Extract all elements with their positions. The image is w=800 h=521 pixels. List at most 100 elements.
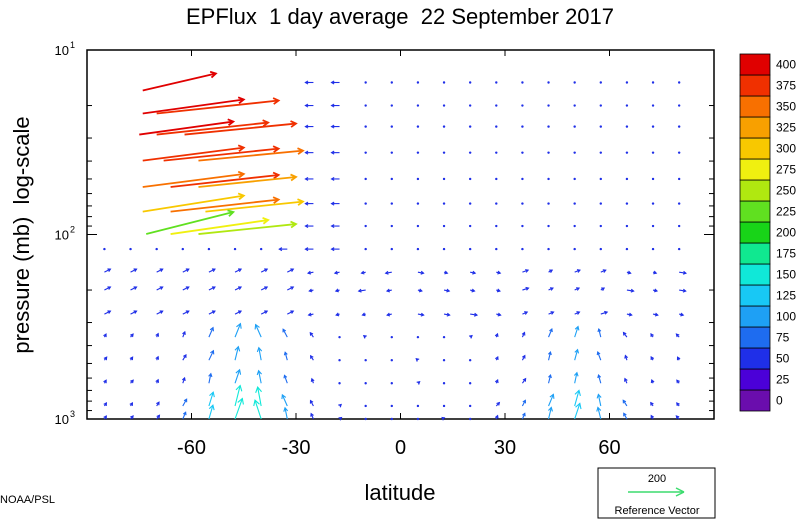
flux-vector <box>361 312 366 317</box>
flux-vector <box>547 81 550 84</box>
colorbar-label: 275 <box>776 163 796 177</box>
flux-vector <box>182 310 190 315</box>
flux-vector <box>330 150 340 155</box>
flux-vector <box>390 151 393 154</box>
colorbar-label: 225 <box>776 205 796 219</box>
flux-vector <box>599 104 602 107</box>
flux-vector <box>573 247 576 251</box>
flux-vector <box>625 125 629 128</box>
colorbar-label: 0 <box>776 394 783 408</box>
flux-vector <box>494 378 499 384</box>
flux-vector <box>304 224 314 229</box>
flux-vector <box>651 202 655 205</box>
flux-vector <box>283 351 288 361</box>
flux-vector <box>208 268 216 273</box>
flux-vector <box>599 247 602 251</box>
flux-vector <box>416 151 420 154</box>
flux-vector <box>573 81 576 84</box>
colorbar-label: 300 <box>776 142 796 156</box>
strong-flux-vector <box>205 198 305 213</box>
flux-vector <box>234 286 243 291</box>
flux-vector <box>677 224 681 228</box>
flux-vector <box>495 151 498 154</box>
flux-vector <box>468 382 472 385</box>
flux-vector <box>442 335 446 339</box>
y-tick-exponent: 3 <box>70 409 75 419</box>
flux-vector <box>338 416 343 421</box>
strong-flux-vector <box>198 147 305 162</box>
flux-vector <box>442 104 446 107</box>
flux-vector <box>495 125 498 128</box>
flux-vector <box>330 176 340 181</box>
colorbar-swatch <box>739 221 771 244</box>
colorbar-swatch <box>739 305 771 328</box>
flux-vector <box>573 151 576 154</box>
flux-vector <box>651 247 655 251</box>
colorbar-swatch <box>739 95 771 118</box>
flux-vector <box>573 125 576 128</box>
flux-vector <box>234 345 241 361</box>
flux-vector <box>547 247 550 251</box>
flux-vector <box>468 334 473 339</box>
flux-vector <box>676 379 680 384</box>
flux-vector <box>390 177 393 181</box>
flux-vector <box>417 270 425 275</box>
flux-vector <box>495 401 501 407</box>
flux-vector <box>521 81 524 84</box>
flux-vector <box>304 103 314 108</box>
y-axis-label: pressure (mb) log-scale <box>9 116 34 353</box>
flux-vector <box>103 247 106 251</box>
flux-vector <box>364 247 367 251</box>
reference-vector-box: 200 Reference Vector <box>597 467 716 519</box>
flux-vector <box>599 151 602 154</box>
colorbar-swatch <box>739 326 771 349</box>
colorbar-label: 125 <box>776 289 796 303</box>
flux-vector <box>574 348 580 361</box>
flux-vector <box>208 391 215 407</box>
flux-vector <box>287 310 295 315</box>
flux-vector <box>468 404 472 408</box>
flux-vector <box>104 286 112 291</box>
flux-vector <box>260 310 269 315</box>
flux-vector <box>548 393 555 407</box>
flux-vector <box>652 312 659 317</box>
flux-vector <box>156 286 164 291</box>
flux-vector <box>679 270 688 275</box>
flux-vector <box>234 368 242 384</box>
flux-vector <box>416 417 420 421</box>
flux-vector <box>364 104 367 107</box>
flux-vector <box>443 312 451 317</box>
flux-vector <box>338 358 341 362</box>
flux-vector <box>547 151 550 154</box>
flux-vector <box>495 81 498 84</box>
flux-vector <box>364 177 367 181</box>
flux-vector <box>596 406 602 420</box>
flux-vector <box>574 269 581 273</box>
flux-vector <box>390 202 393 205</box>
flux-vector <box>260 286 269 291</box>
flux-vector <box>256 369 262 384</box>
flux-vector <box>676 356 681 361</box>
colorbar-label: 175 <box>776 247 796 261</box>
flux-vector <box>468 81 472 84</box>
flux-vector <box>104 268 112 273</box>
flux-vector <box>573 371 579 384</box>
flux-vector <box>330 201 340 206</box>
flux-vector <box>385 288 392 293</box>
flux-vector <box>362 334 367 339</box>
x-tick-label: -60 <box>177 437 206 459</box>
flux-vector <box>390 247 393 251</box>
flux-vector <box>234 268 243 273</box>
flux-vector <box>390 358 393 362</box>
flux-vector <box>442 358 446 362</box>
flux-vector <box>625 104 629 107</box>
flux-vector <box>624 377 628 384</box>
colorbar-swatch <box>739 242 771 265</box>
strong-flux-vector <box>142 70 218 92</box>
flux-vector <box>304 247 314 252</box>
flux-vector <box>650 414 655 420</box>
flux-vector <box>522 269 530 273</box>
flux-vector <box>181 376 186 384</box>
reference-vector-arrowhead <box>675 487 685 497</box>
